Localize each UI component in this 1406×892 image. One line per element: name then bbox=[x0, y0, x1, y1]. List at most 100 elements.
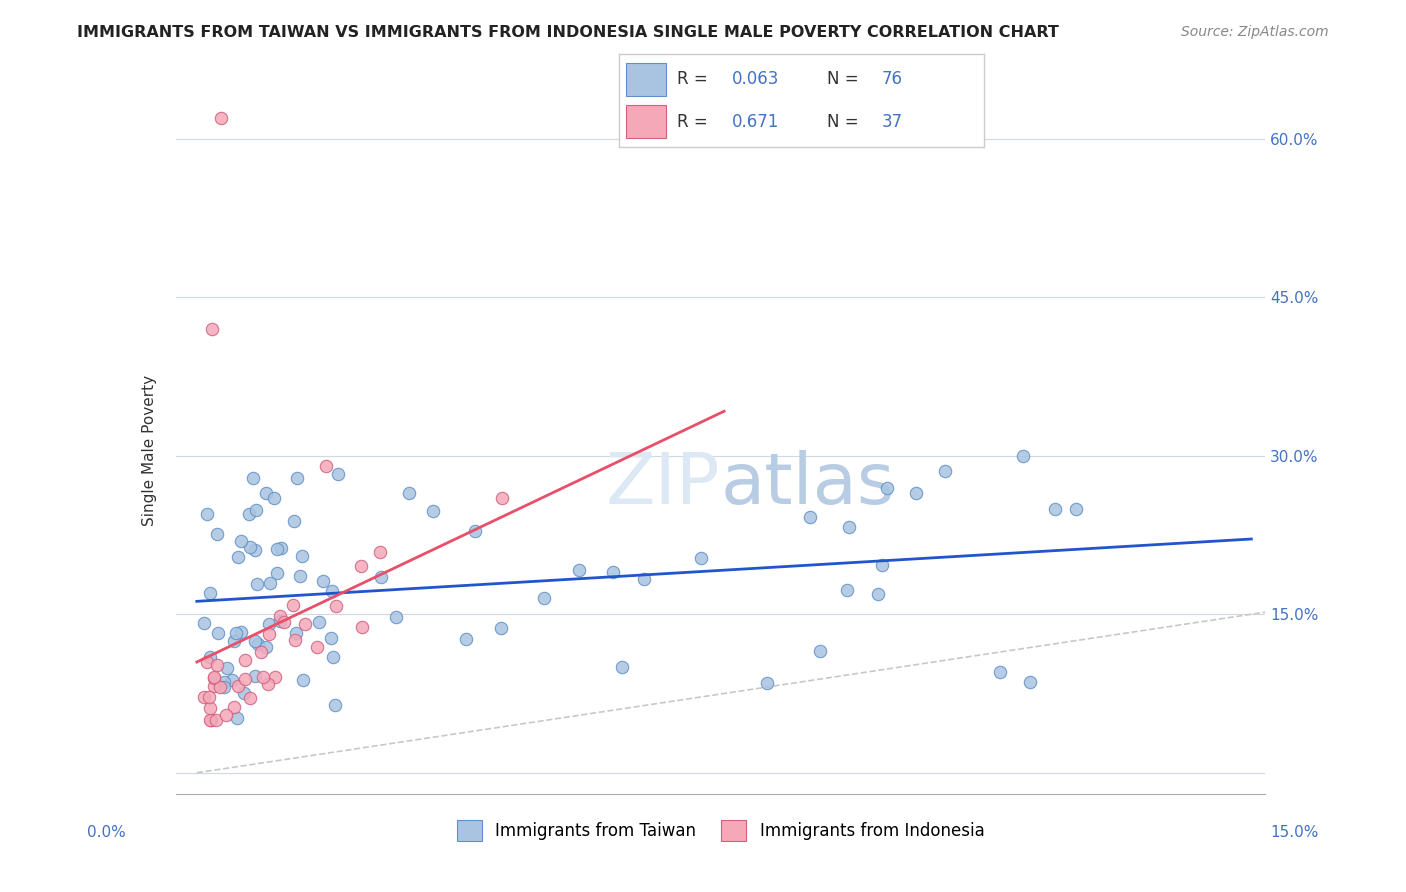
Point bbox=[291, 673, 314, 687]
Point bbox=[198, 713, 221, 727]
Point bbox=[201, 322, 224, 336]
Point bbox=[323, 698, 346, 712]
Point bbox=[226, 711, 249, 725]
Point bbox=[202, 669, 225, 683]
Point bbox=[905, 486, 928, 500]
Point bbox=[1043, 501, 1066, 516]
Point bbox=[257, 617, 280, 632]
Point bbox=[269, 608, 291, 623]
Point bbox=[222, 633, 245, 648]
Point bbox=[422, 504, 444, 518]
Text: R =: R = bbox=[678, 70, 713, 87]
Point bbox=[489, 621, 512, 635]
Point bbox=[876, 481, 898, 495]
Point bbox=[202, 679, 225, 693]
Text: 15.0%: 15.0% bbox=[1271, 825, 1319, 839]
Text: N =: N = bbox=[827, 70, 863, 87]
Text: atlas: atlas bbox=[721, 450, 896, 519]
Point bbox=[225, 625, 247, 640]
Point bbox=[1064, 501, 1087, 516]
Point bbox=[799, 510, 821, 524]
Point bbox=[259, 576, 281, 591]
Bar bbox=[626, 63, 666, 95]
Point bbox=[690, 551, 713, 566]
Point bbox=[291, 549, 314, 563]
Text: Source: ZipAtlas.com: Source: ZipAtlas.com bbox=[1181, 25, 1329, 39]
Point bbox=[285, 626, 308, 640]
Point bbox=[233, 653, 256, 667]
Point bbox=[633, 573, 655, 587]
Point bbox=[195, 507, 218, 521]
Point bbox=[270, 541, 292, 556]
Point bbox=[1019, 674, 1042, 689]
Point bbox=[221, 673, 243, 688]
Point bbox=[243, 542, 266, 557]
Point bbox=[231, 624, 253, 639]
Point bbox=[325, 599, 347, 613]
Point bbox=[245, 669, 267, 683]
Point bbox=[239, 540, 262, 554]
Point bbox=[197, 655, 219, 669]
Point bbox=[456, 632, 478, 647]
Text: 0.671: 0.671 bbox=[733, 113, 779, 131]
Point bbox=[193, 615, 215, 630]
Point bbox=[264, 670, 287, 684]
Point bbox=[198, 700, 221, 714]
Point bbox=[226, 549, 249, 564]
Point bbox=[254, 640, 277, 654]
Point bbox=[238, 507, 260, 521]
Point bbox=[568, 563, 591, 577]
Legend: Immigrants from Taiwan, Immigrants from Indonesia: Immigrants from Taiwan, Immigrants from … bbox=[450, 814, 991, 847]
Point bbox=[226, 679, 249, 693]
Point bbox=[350, 559, 373, 574]
Point bbox=[322, 650, 344, 665]
Point bbox=[319, 631, 342, 645]
Point bbox=[250, 645, 273, 659]
Point bbox=[1012, 449, 1035, 463]
Point bbox=[934, 464, 956, 478]
Point bbox=[835, 582, 858, 597]
Point bbox=[988, 665, 1011, 679]
Point bbox=[350, 619, 373, 633]
Point bbox=[205, 527, 228, 541]
Point bbox=[368, 545, 391, 559]
Point bbox=[212, 680, 235, 694]
Point bbox=[273, 615, 295, 629]
Point bbox=[209, 680, 232, 694]
Point bbox=[254, 486, 277, 500]
Point bbox=[315, 459, 337, 474]
Point bbox=[207, 625, 229, 640]
Point bbox=[755, 675, 778, 690]
Point bbox=[224, 700, 246, 714]
Point bbox=[204, 713, 226, 727]
Text: 0.063: 0.063 bbox=[733, 70, 779, 87]
Text: 0.0%: 0.0% bbox=[87, 825, 127, 839]
Point bbox=[308, 615, 330, 629]
Point bbox=[284, 632, 307, 647]
Point bbox=[205, 658, 228, 673]
Point bbox=[305, 640, 328, 654]
Point bbox=[870, 558, 893, 573]
Point bbox=[370, 570, 392, 584]
Y-axis label: Single Male Poverty: Single Male Poverty bbox=[142, 375, 157, 526]
Point bbox=[198, 690, 221, 705]
Point bbox=[311, 574, 333, 588]
Point bbox=[257, 676, 280, 690]
Point bbox=[257, 626, 280, 640]
Point bbox=[808, 643, 831, 657]
Point bbox=[263, 491, 285, 506]
Point bbox=[491, 491, 513, 505]
Point bbox=[266, 542, 288, 557]
Point bbox=[200, 649, 222, 664]
Point bbox=[266, 566, 288, 581]
Point bbox=[200, 713, 222, 727]
Point bbox=[239, 691, 262, 706]
Text: 37: 37 bbox=[882, 113, 903, 131]
Point bbox=[217, 661, 239, 675]
Point bbox=[294, 616, 316, 631]
Text: R =: R = bbox=[678, 113, 713, 131]
Text: N =: N = bbox=[827, 113, 863, 131]
Point bbox=[229, 533, 252, 548]
Point bbox=[246, 637, 269, 651]
Point bbox=[288, 569, 311, 583]
